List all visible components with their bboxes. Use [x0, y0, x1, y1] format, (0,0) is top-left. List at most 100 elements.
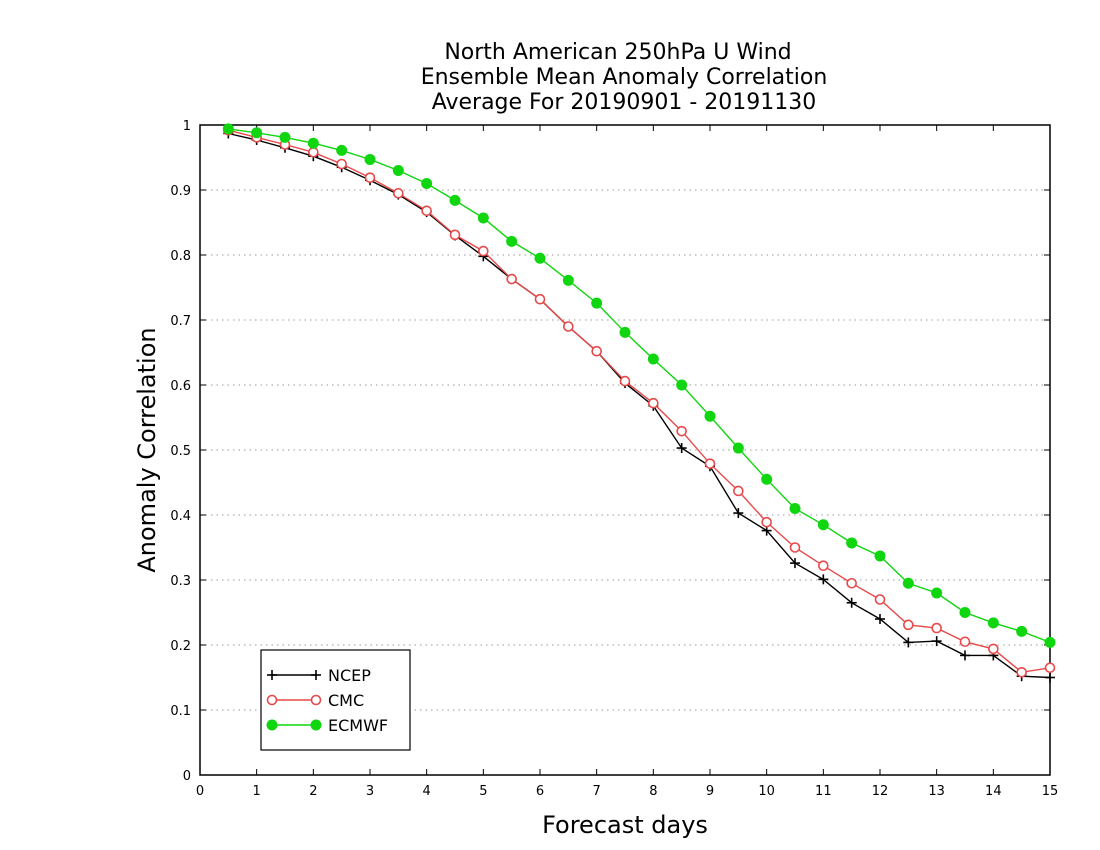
data-point-cmc: [988, 643, 999, 655]
data-point-ecmwf: [364, 153, 376, 165]
legend: NCEP CMC ECMWF: [260, 649, 411, 751]
data-point-cmc: [506, 273, 517, 285]
data-point-ecmwf: [817, 519, 829, 531]
data-point-ecmwf: [421, 178, 433, 189]
x-tick-label: 9: [706, 784, 714, 799]
data-point-cmc: [789, 542, 801, 553]
legend-marker-right: [311, 670, 321, 680]
data-point-cmc: [534, 293, 546, 305]
data-point-cmc: [818, 560, 829, 572]
data-point-cmc: [364, 172, 376, 183]
data-point-ecmwf: [676, 379, 688, 391]
x-tick-label: 14: [985, 784, 1002, 799]
data-point-ncep: [733, 508, 744, 519]
legend-entry-ncep: NCEP: [267, 666, 371, 685]
y-tick-label: 0.7: [170, 314, 191, 329]
series-cmc: [223, 124, 1056, 678]
y-tick-label: 1: [183, 119, 191, 134]
title-line-3: Average For 20190901 - 20191130: [432, 90, 817, 115]
data-point-cmc: [393, 187, 404, 199]
data-point-ecmwf: [789, 503, 801, 514]
data-point-ecmwf: [307, 137, 319, 149]
title-line-1: North American 250hPa U Wind: [444, 40, 791, 65]
data-point-ecmwf: [959, 607, 971, 618]
data-point-cmc: [478, 245, 489, 257]
data-point-cmc: [1044, 662, 1056, 674]
x-tick-label: 13: [928, 784, 945, 799]
data-point-ecmwf: [336, 144, 348, 156]
data-point-cmc: [648, 397, 659, 409]
data-point-cmc: [733, 485, 744, 497]
data-point-cmc: [449, 229, 461, 241]
data-point-ncep: [931, 636, 942, 647]
data-point-ecmwf: [902, 577, 914, 589]
data-point-ecmwf: [987, 617, 999, 629]
x-tick-label: 6: [536, 784, 544, 799]
x-tick-label: 5: [479, 784, 487, 799]
data-series: [222, 123, 1056, 683]
y-tick-label: 0.1: [170, 704, 191, 719]
data-point-ecmwf: [591, 297, 603, 309]
data-point-ncep: [818, 574, 829, 585]
data-point-ecmwf: [279, 131, 291, 143]
data-point-ncep: [903, 637, 914, 648]
data-point-ncep: [960, 650, 970, 661]
x-tick-label: 1: [253, 784, 261, 799]
data-point-ecmwf: [477, 212, 489, 224]
data-point-ecmwf: [251, 127, 263, 139]
data-point-ecmwf: [1016, 625, 1028, 637]
data-point-ecmwf: [732, 442, 744, 454]
y-tick-label: 0.8: [170, 249, 191, 264]
data-point-cmc: [308, 147, 319, 158]
chart-title: North American 250hPa U Wind Ensemble Me…: [421, 40, 828, 115]
data-point-cmc: [1016, 666, 1027, 678]
data-point-ecmwf: [1044, 636, 1056, 648]
data-point-ncep: [790, 558, 800, 569]
series-ecmwf: [222, 123, 1056, 648]
data-point-cmc: [563, 321, 574, 332]
data-point-ecmwf: [846, 537, 858, 549]
data-point-cmc: [591, 345, 602, 357]
x-tick-label: 3: [366, 784, 374, 799]
x-tick-label: 8: [649, 784, 657, 799]
data-point-ecmwf: [392, 165, 404, 176]
data-point-ecmwf: [761, 473, 773, 485]
y-tick-label: 0: [183, 769, 191, 784]
data-point-ecmwf: [874, 550, 886, 562]
title-line-2: Ensemble Mean Anomaly Correlation: [421, 65, 828, 90]
data-point-ncep: [846, 597, 857, 608]
data-point-cmc: [619, 375, 631, 387]
data-point-cmc: [761, 516, 772, 528]
data-point-ecmwf: [222, 123, 234, 135]
data-point-ncep: [1045, 672, 1055, 683]
data-point-cmc: [676, 425, 687, 437]
series-line-ecmwf: [228, 128, 1051, 644]
data-point-cmc: [959, 636, 971, 648]
data-point-ncep: [875, 614, 885, 624]
data-point-cmc: [874, 594, 886, 605]
x-tick-label: 7: [593, 784, 601, 799]
x-tick-label: 12: [872, 784, 889, 799]
data-point-ecmwf: [449, 194, 461, 206]
legend-marker-right: [310, 719, 322, 731]
x-tick-label: 15: [1042, 784, 1059, 799]
data-point-ecmwf: [647, 353, 659, 365]
x-tick-label: 11: [815, 784, 832, 799]
series-line-cmc: [228, 129, 1051, 674]
data-point-cmc: [421, 205, 432, 217]
legend-label: NCEP: [328, 666, 371, 685]
grid-lines: [200, 124, 1050, 711]
data-point-ecmwf: [704, 410, 716, 422]
x-tick-label: 0: [196, 784, 204, 799]
y-axis-label: Anomaly Correlation: [133, 327, 161, 572]
legend-marker-left: [266, 694, 278, 706]
legend-marker-left: [266, 719, 278, 731]
data-point-cmc: [931, 622, 942, 634]
data-point-ecmwf: [506, 235, 518, 247]
y-tick-label: 0.4: [170, 509, 191, 524]
data-point-ecmwf: [931, 587, 943, 599]
y-tick-label: 0.3: [170, 574, 191, 589]
series-line-ncep: [228, 132, 1051, 679]
legend-entry-ecmwf: ECMWF: [266, 716, 388, 735]
